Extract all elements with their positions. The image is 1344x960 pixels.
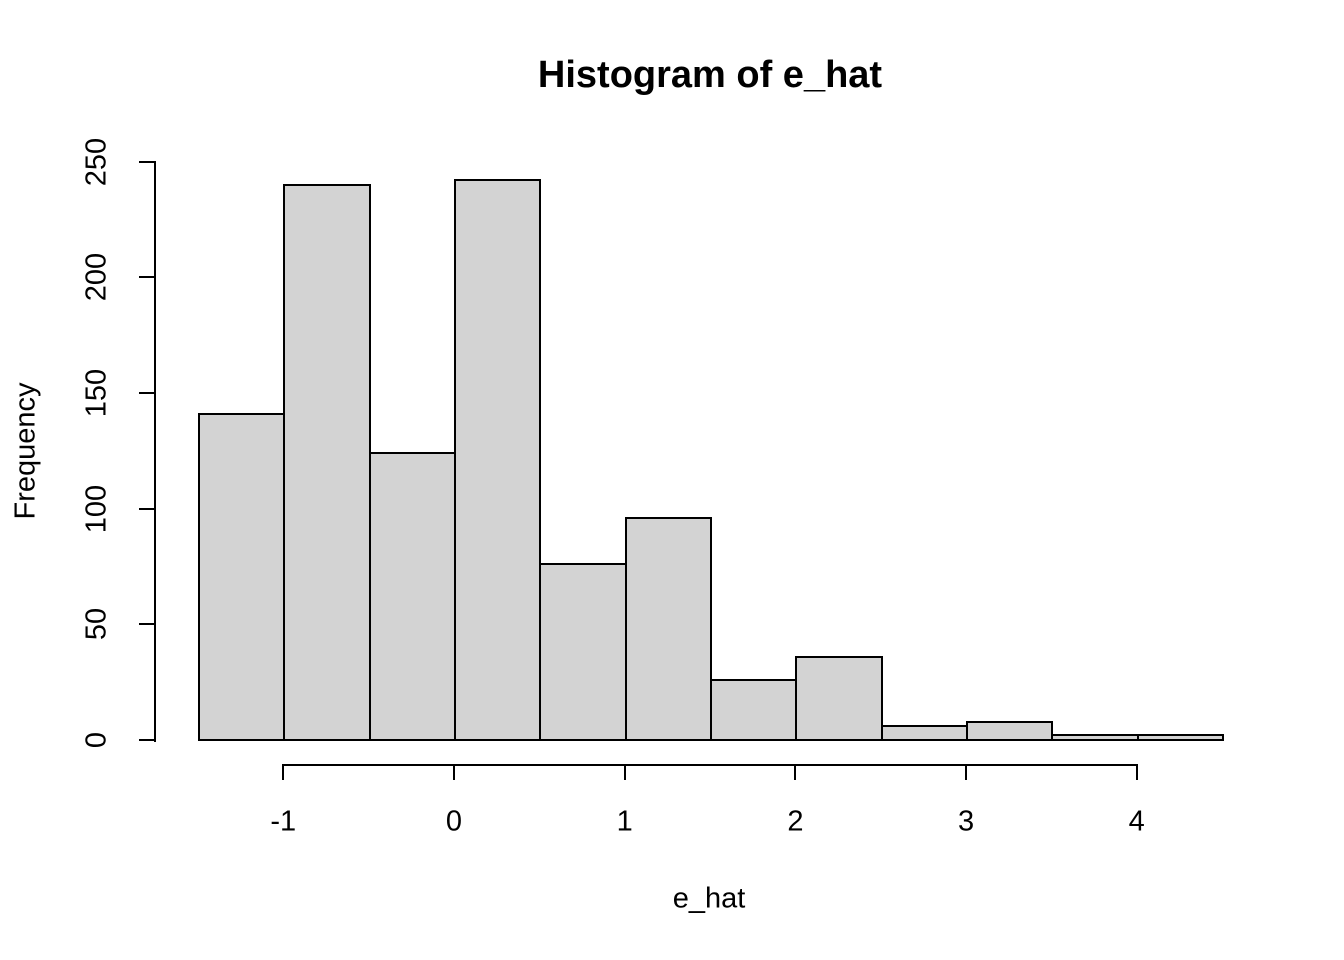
x-tick-label: 4 — [1128, 805, 1145, 838]
histogram-bar — [1136, 734, 1224, 741]
x-axis-tick — [794, 765, 797, 780]
y-tick-label: 250 — [80, 137, 113, 186]
y-axis-tick — [139, 623, 154, 626]
histogram-bar — [880, 725, 968, 741]
histogram-bar — [283, 183, 371, 741]
histogram-bar — [368, 452, 456, 741]
x-tick-label: 0 — [445, 805, 463, 838]
x-axis-tick — [453, 765, 455, 780]
y-tick-label: 200 — [80, 253, 113, 302]
y-axis-title: Frequency — [9, 382, 42, 520]
y-axis-tick — [139, 160, 154, 163]
x-tick-label: -1 — [270, 805, 297, 838]
histogram-bar — [624, 516, 712, 741]
x-axis-line — [282, 764, 1138, 766]
x-axis-title: e_hat — [672, 882, 746, 915]
histogram-bar — [539, 563, 627, 741]
y-axis-tick — [139, 739, 154, 741]
y-tick-label: 50 — [80, 608, 113, 641]
x-axis-tick — [282, 765, 285, 780]
x-axis-tick — [1135, 765, 1138, 780]
chart-title: Histogram of e_hat — [537, 54, 883, 96]
y-tick-label: 150 — [80, 368, 113, 418]
y-tick-label: 0 — [80, 731, 113, 749]
x-tick-label: 2 — [787, 805, 804, 838]
histogram-bar — [1051, 734, 1139, 741]
x-axis-tick — [623, 765, 626, 780]
histogram-bar — [795, 655, 883, 741]
histogram-bar — [966, 720, 1054, 741]
y-axis-line — [154, 160, 156, 742]
histogram-bar — [198, 412, 286, 741]
y-axis-tick — [139, 392, 154, 394]
x-tick-label: 1 — [616, 805, 633, 838]
y-axis-tick — [139, 276, 154, 279]
histogram-bar — [454, 179, 542, 741]
y-axis-tick — [139, 507, 154, 510]
y-tick-label: 100 — [80, 484, 113, 533]
x-axis-tick — [965, 765, 968, 780]
histogram-bar — [710, 678, 798, 741]
x-tick-label: 3 — [958, 805, 975, 838]
